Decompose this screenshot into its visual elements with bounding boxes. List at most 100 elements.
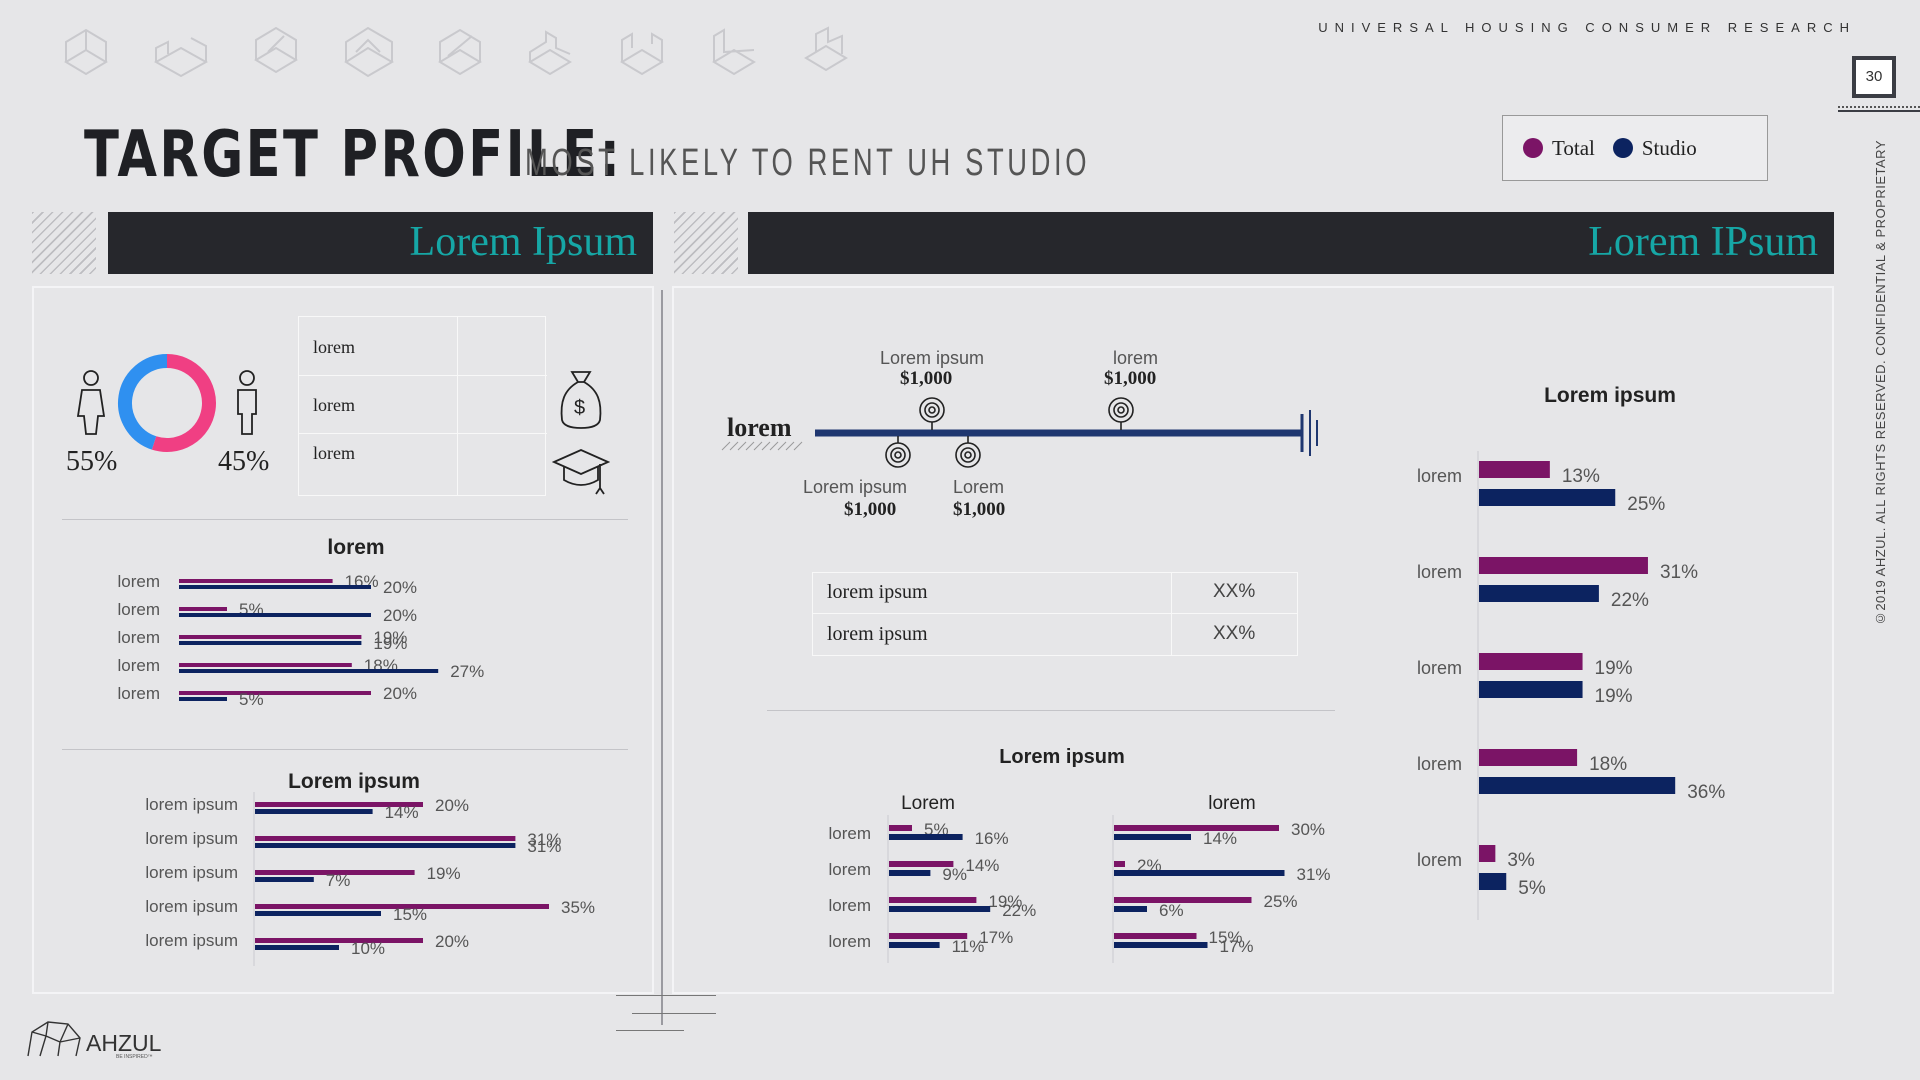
target-marker [885, 436, 911, 468]
value-label: 5% [239, 690, 264, 709]
donut-slice [118, 354, 168, 450]
category-label: lorem ipsum [145, 897, 238, 916]
xx-table-col [1171, 573, 1172, 655]
bar-studio [889, 834, 963, 840]
legend: Total Studio [1502, 115, 1768, 181]
male-icon [237, 370, 257, 435]
bar-studio [1479, 873, 1507, 890]
category-label: lorem ipsum [145, 863, 238, 882]
bar-studio [1479, 777, 1676, 794]
chart-subtitle: lorem [1208, 793, 1256, 814]
bar-total [1114, 825, 1279, 831]
category-label: lorem [1417, 658, 1462, 678]
banner-left: Lorem Ipsum [108, 212, 653, 274]
bar-studio [889, 870, 931, 876]
value-label: 31% [527, 837, 561, 856]
building-icon [64, 28, 108, 76]
money-bag-icon: $ [560, 371, 602, 429]
left-table: lorem lorem lorem [298, 316, 547, 496]
bar-studio [1479, 489, 1616, 506]
left-divider [62, 519, 628, 520]
value-label: 20% [435, 796, 469, 815]
value-label: 16% [975, 829, 1009, 848]
category-label: lorem [1417, 466, 1462, 486]
bar-studio [1114, 834, 1191, 840]
legal-text: ©2019 AHZUL. ALL RIGHTS RESERVED. CONFID… [1873, 140, 1888, 627]
category-label: lorem ipsum [145, 931, 238, 950]
timeline-marker-value: $1,000 [900, 368, 953, 389]
value-label: 27% [450, 662, 484, 681]
category-label: lorem [828, 932, 871, 951]
bar-total [1479, 749, 1578, 766]
legend-label-studio: Studio [1641, 135, 1697, 160]
bar-studio [179, 613, 371, 617]
xx-table: lorem ipsum XX% lorem ipsum XX% [812, 572, 1298, 656]
value-label: 35% [561, 898, 595, 917]
female-icon [76, 370, 106, 435]
chart-title: lorem [327, 536, 384, 559]
category-label: lorem [828, 860, 871, 879]
value-label: 13% [1562, 466, 1600, 487]
building-icon [254, 26, 298, 74]
bar-studio [1114, 942, 1208, 948]
value-label: 6% [1159, 901, 1184, 920]
left-table-col [457, 317, 458, 495]
xx-table-value: XX% [1213, 623, 1256, 644]
value-label: 19% [1595, 686, 1633, 707]
legend-label-total: Total [1552, 135, 1595, 160]
target-marker [1108, 397, 1134, 430]
value-label: 17% [1220, 937, 1254, 956]
chart-subtitle: Lorem [901, 793, 955, 814]
bar-total [889, 933, 968, 939]
separator-base [616, 1030, 684, 1031]
bar-studio [179, 641, 362, 645]
value-label: 20% [435, 932, 469, 951]
bar-total [255, 836, 516, 841]
timeline-hatch [721, 441, 803, 451]
value-label: 18% [1589, 754, 1627, 775]
bar-total [255, 870, 415, 875]
value-label: 14% [385, 803, 419, 822]
bar-total [179, 691, 371, 695]
category-label: lorem ipsum [145, 829, 238, 848]
building-icon [804, 26, 848, 72]
panel-separator [661, 290, 663, 1025]
timeline-marker-label: Lorem [953, 477, 1005, 497]
bar-studio [1479, 585, 1599, 602]
bar-total [1479, 653, 1583, 670]
value-label: 20% [383, 578, 417, 597]
timeline-marker-value: $1,000 [844, 499, 897, 520]
banner-hatch-left [32, 212, 96, 274]
building-icon [712, 28, 756, 76]
ahzul-logo-icon [27, 1021, 81, 1057]
bar-studio [1114, 870, 1285, 876]
xx-table-label: lorem ipsum [827, 623, 928, 645]
left-table-cell: lorem [313, 395, 355, 415]
chart-left-bottom: Lorem ipsum lorem ipsum 20% 14% lorem ipsum 3… [145, 770, 595, 966]
bar-total [889, 825, 912, 831]
gender-donut [118, 354, 216, 452]
left-panel [32, 286, 654, 994]
value-label: 20% [383, 684, 417, 703]
chart-title: Lorem ipsum [288, 770, 420, 793]
value-label: 25% [1264, 892, 1298, 911]
bar-studio [1114, 906, 1147, 912]
bar-studio [255, 877, 314, 882]
left-table-line [299, 375, 547, 376]
price-timeline [721, 397, 1318, 468]
bar-studio [179, 697, 227, 701]
bar-studio [889, 906, 991, 912]
building-icon [153, 37, 209, 78]
left-table-cell: lorem [313, 443, 355, 463]
value-label: 19% [427, 864, 461, 883]
chart-title: Lorem ipsum [1544, 384, 1676, 407]
value-label: 19% [988, 892, 1022, 911]
category-label: lorem [1417, 562, 1462, 582]
page-number: 30 [1852, 56, 1896, 98]
category-label: lorem ipsum [145, 795, 238, 814]
logo-tagline: BE INSPIRED™ [116, 1054, 153, 1060]
left-divider [62, 749, 628, 750]
legend-item-studio: Studio [1612, 135, 1697, 161]
bar-studio [179, 585, 371, 589]
value-label: 17% [979, 928, 1013, 947]
